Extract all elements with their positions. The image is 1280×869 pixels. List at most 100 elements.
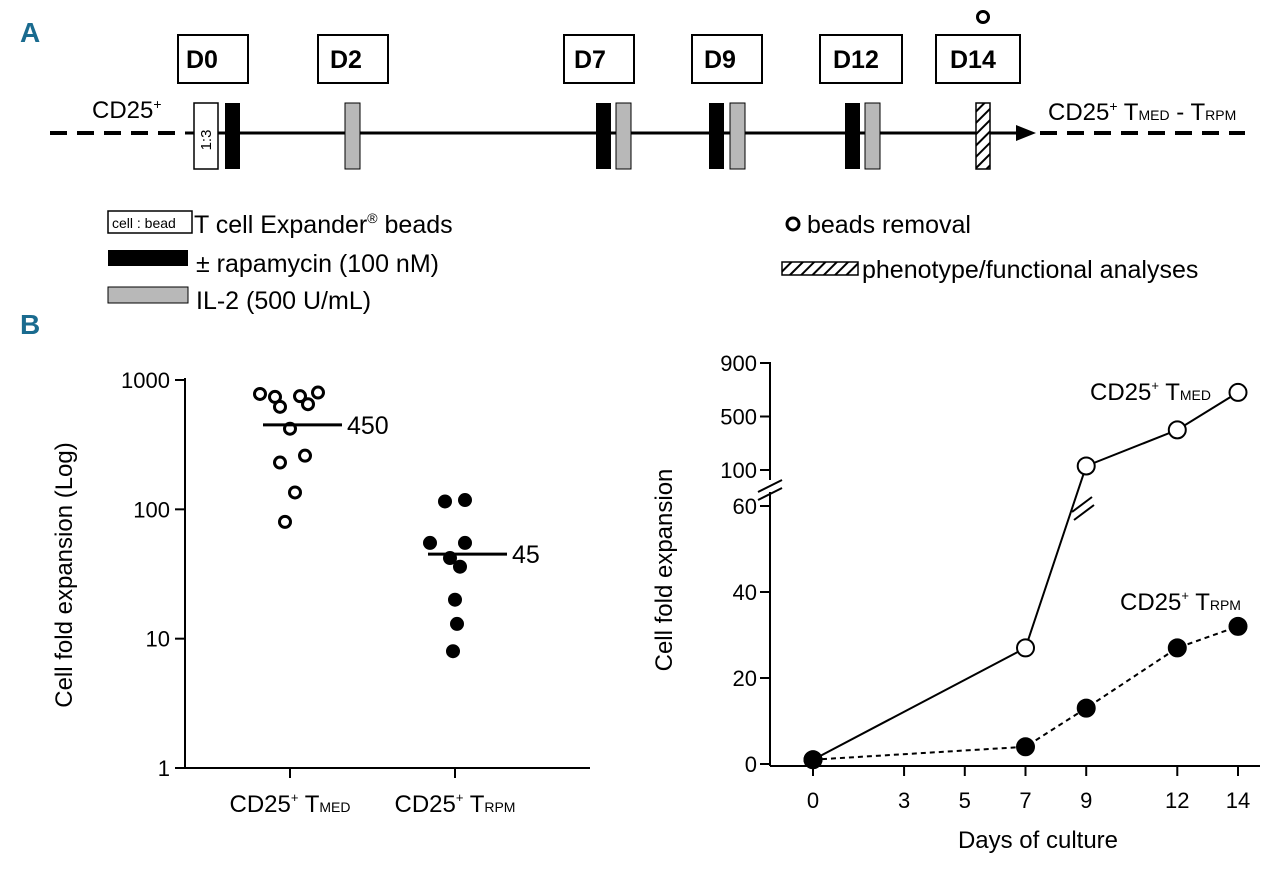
legend-rapamycin-label: ± rapamycin (100 nM) bbox=[196, 250, 439, 278]
right-y-axis-break-1 bbox=[757, 479, 783, 493]
day-label-d0: D0 bbox=[186, 46, 218, 74]
right-xtick-label: 12 bbox=[1165, 788, 1189, 813]
right-xtick-label: 5 bbox=[959, 788, 971, 813]
left-data-point bbox=[311, 385, 325, 400]
timeline-arrow-head bbox=[1016, 125, 1036, 141]
left-y-axis-title: Cell fold expansion (Log) bbox=[51, 442, 78, 708]
right-ytick-label: 60 bbox=[733, 494, 757, 519]
panel-a-legend: cell : bead T cell Expander® beads ± rap… bbox=[107, 210, 1198, 315]
right-line-break-2 bbox=[1073, 504, 1095, 521]
right-data-point bbox=[1076, 456, 1096, 476]
left-data-point bbox=[293, 389, 307, 404]
left-data-point bbox=[458, 535, 472, 550]
right-xtick-label: 9 bbox=[1080, 788, 1092, 813]
left-data-point bbox=[273, 399, 287, 414]
left-data-point bbox=[273, 455, 287, 470]
left-data-point bbox=[288, 485, 302, 500]
left-ytick-label: 1 bbox=[158, 756, 170, 781]
beads-removal-marker bbox=[976, 10, 990, 24]
left-ytick-label: 1000 bbox=[121, 368, 170, 393]
rapamycin-bar-d9 bbox=[709, 103, 724, 169]
day-box-d9 bbox=[691, 34, 763, 84]
il2-bar-d12 bbox=[864, 102, 881, 170]
left-data-point bbox=[423, 535, 437, 550]
day-box-d12 bbox=[819, 34, 903, 84]
bead-ratio-label: 1:3 bbox=[198, 130, 215, 151]
left-data-point bbox=[446, 644, 460, 659]
day-box-d2 bbox=[317, 34, 389, 84]
legend-beads-swatch bbox=[107, 210, 193, 234]
right-xtick-label: 7 bbox=[1019, 788, 1031, 813]
growth-line-chart: 0 20 40 60 100 500 900 0 3 5 7 9 12 14 CD25+ TMED CD2… bbox=[651, 351, 1260, 854]
panel-a-letter: A bbox=[20, 17, 40, 48]
left-data-point bbox=[298, 448, 312, 463]
legend-analyses-label: phenotype/functional analyses bbox=[862, 256, 1198, 284]
left-xtick-label: CD25+ TRPM bbox=[395, 790, 516, 818]
right-ytick-label: 500 bbox=[720, 405, 757, 430]
log-scatter-chart: 1 10 100 1000 CD25+ TMED CD25+ TRPM 450 45 Ce… bbox=[51, 368, 590, 818]
right-ytick-label: 40 bbox=[733, 580, 757, 605]
right-y-axis-title: Cell fold expansion bbox=[651, 469, 678, 672]
left-median-label: 45 bbox=[512, 541, 540, 569]
day-label-d12: D12 bbox=[833, 46, 879, 74]
left-ytick-label: 100 bbox=[133, 497, 170, 522]
legend-analyses-swatch bbox=[781, 261, 859, 276]
day-label-d9: D9 bbox=[704, 46, 736, 74]
il2-bar-d2 bbox=[344, 102, 361, 170]
rapamycin-bar-d7 bbox=[596, 103, 611, 169]
analyses-bar-d14 bbox=[975, 102, 991, 170]
right-data-point bbox=[1016, 638, 1035, 658]
day-box-d14 bbox=[935, 34, 1021, 84]
right-series-line bbox=[812, 625, 1239, 761]
right-xtick-label: 3 bbox=[898, 788, 910, 813]
right-series-line bbox=[812, 391, 1239, 761]
right-ytick-label: 900 bbox=[720, 351, 757, 376]
left-data-point bbox=[458, 493, 472, 508]
panel-b-letter: B bbox=[20, 309, 40, 340]
day-label-d7: D7 bbox=[574, 46, 606, 74]
right-data-point bbox=[803, 750, 823, 770]
right-line-break-1 bbox=[1071, 496, 1093, 513]
right-data-point bbox=[1228, 616, 1248, 636]
il2-bar-d9 bbox=[729, 102, 746, 170]
right-series-label: CD25+ TRPM bbox=[1120, 588, 1241, 616]
timeline-start-label: CD25+ bbox=[92, 96, 162, 124]
left-xtick-label: CD25+ TMED bbox=[230, 790, 351, 818]
right-ytick-label: 100 bbox=[720, 458, 757, 483]
left-median-label: 450 bbox=[347, 412, 389, 440]
left-data-point bbox=[253, 386, 267, 401]
left-ytick-label: 10 bbox=[146, 627, 170, 652]
left-data-point bbox=[438, 494, 452, 509]
beads-box-d0 bbox=[193, 102, 219, 170]
rapamycin-bar-d12 bbox=[845, 103, 860, 169]
legend-beads-label: T cell Expander® beads bbox=[194, 210, 453, 239]
right-x-axis-title: Days of culture bbox=[958, 827, 1118, 854]
day-boxes: D0 D2 D7 D9 D12 D14 bbox=[177, 10, 1021, 84]
left-data-point bbox=[450, 616, 464, 631]
day-box-d0 bbox=[177, 34, 249, 84]
left-data-point bbox=[301, 397, 315, 412]
legend-removal-marker bbox=[785, 216, 801, 232]
left-data-point bbox=[453, 559, 467, 574]
left-data-point bbox=[448, 592, 462, 607]
legend-rapamycin-swatch bbox=[108, 250, 188, 266]
day-label-d14: D14 bbox=[950, 46, 996, 74]
legend-removal-label: beads removal bbox=[807, 211, 971, 239]
left-data-point bbox=[278, 514, 292, 529]
right-ytick-label: 0 bbox=[745, 752, 757, 777]
rapamycin-bar-d0 bbox=[225, 103, 240, 169]
timeline-end-label: CD25+ TMED - TRPM bbox=[1048, 98, 1236, 126]
right-series-label: CD25+ TMED bbox=[1090, 378, 1211, 406]
right-xtick-label: 14 bbox=[1226, 788, 1250, 813]
right-data-point bbox=[1076, 698, 1096, 718]
day-box-d7 bbox=[563, 34, 635, 84]
right-data-point bbox=[1016, 737, 1035, 757]
right-data-point bbox=[1167, 420, 1187, 440]
right-xtick-label: 0 bbox=[807, 788, 819, 813]
legend-il2-label: IL-2 (500 U/mL) bbox=[196, 287, 371, 315]
right-data-point bbox=[1228, 382, 1248, 402]
legend-il2-swatch bbox=[107, 286, 189, 304]
right-data-point bbox=[1167, 638, 1187, 658]
right-y-axis-break-2 bbox=[757, 487, 783, 501]
